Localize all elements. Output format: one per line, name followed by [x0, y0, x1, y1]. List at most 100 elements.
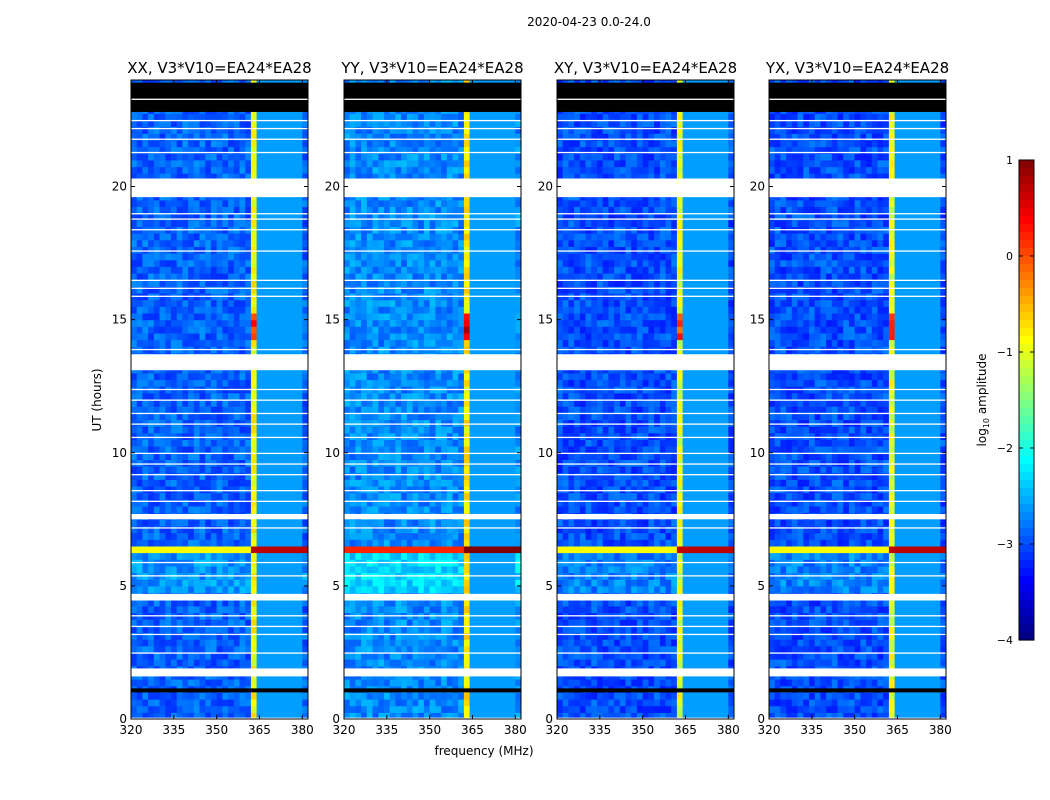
heatmap-cell [302, 279, 309, 287]
heatmap-cell [279, 219, 286, 227]
heatmap-cell [285, 153, 292, 161]
heatmap-cell [222, 246, 229, 254]
heatmap-cell [176, 625, 183, 633]
heatmap-cell [492, 472, 499, 480]
heatmap-cell [273, 659, 280, 667]
heatmap-cell [389, 326, 396, 334]
heatmap-cell [389, 419, 396, 427]
heatmap-cell [503, 625, 511, 633]
heatmap-cell [176, 579, 183, 587]
heatmap-cell [250, 166, 258, 174]
heatmap-cell [384, 439, 391, 447]
heatmap-cell [188, 552, 195, 560]
heatmap-cell [458, 579, 465, 587]
heatmap-cell [171, 166, 178, 174]
heatmap-cell [142, 253, 149, 261]
heatmap-cell [153, 645, 160, 653]
heatmap-cell [165, 519, 172, 527]
heatmap-cell [199, 406, 206, 414]
heatmap-cell [153, 545, 160, 554]
heatmap-cell [165, 506, 172, 514]
heatmap-cell [486, 313, 493, 321]
heatmap-cell [205, 605, 212, 613]
heatmap-cell [406, 619, 413, 627]
heatmap-cell [262, 326, 269, 334]
heatmap-cell [372, 679, 379, 687]
heatmap-cell [481, 319, 488, 327]
heatmap-cell [222, 392, 229, 400]
heatmap-cell [458, 452, 465, 460]
heatmap-cell [492, 539, 499, 547]
heatmap-cell [262, 539, 269, 547]
heatmap-cell [142, 379, 149, 387]
heatmap-cell [273, 153, 280, 161]
heatmap-cell [361, 645, 368, 653]
heatmap-cell [148, 139, 155, 148]
heatmap-cell [429, 492, 436, 500]
heatmap-cell [515, 605, 522, 613]
heatmap-cell [290, 526, 298, 534]
heatmap-cell [503, 645, 511, 653]
heatmap-cell [366, 466, 373, 474]
heatmap-cell [193, 466, 200, 474]
heatmap-cell [435, 313, 442, 321]
heatmap-cell [509, 439, 516, 447]
flagged-line [131, 490, 308, 492]
heatmap-cell [290, 199, 298, 207]
heatmap-cell [245, 313, 252, 321]
heatmap-cell [418, 432, 425, 440]
heatmap-cell [355, 339, 362, 347]
heatmap-cell [199, 213, 206, 221]
heatmap-cell [366, 426, 373, 434]
heatmap-cell [401, 486, 408, 494]
heatmap-cell [165, 339, 172, 347]
heatmap-cell [509, 406, 516, 414]
heatmap-cell [279, 259, 286, 267]
heatmap-cell [446, 492, 453, 500]
heatmap-cell [401, 406, 408, 414]
heatmap-cell [176, 552, 183, 560]
heatmap-cell [245, 419, 252, 427]
heatmap-cell [290, 206, 298, 214]
heatmap-cell [182, 213, 189, 221]
heatmap-cell [452, 399, 459, 407]
heatmap-cell [349, 452, 356, 460]
heatmap-cell [290, 159, 298, 168]
heatmap-cell [222, 306, 229, 314]
heatmap-cell [210, 153, 218, 161]
heatmap-cell [193, 233, 200, 241]
heatmap-cell [486, 439, 493, 447]
heatmap-cell [250, 466, 258, 474]
heatmap-cell [279, 406, 286, 414]
heatmap-cell [384, 526, 391, 534]
heatmap-cell [193, 279, 200, 287]
heatmap-cell [441, 532, 448, 540]
heatmap-cell [366, 326, 373, 334]
heatmap-cell [233, 446, 240, 454]
heatmap-cell [199, 113, 206, 121]
heatmap-cell [435, 692, 442, 700]
heatmap-cell [429, 459, 436, 467]
heatmap-cell [285, 259, 292, 267]
flagged-line [131, 348, 308, 351]
heatmap-cell [452, 299, 459, 307]
heatmap-cell [222, 632, 229, 640]
heatmap-cell [361, 639, 368, 647]
heatmap-cell [463, 639, 471, 647]
heatmap-cell [193, 146, 200, 154]
heatmap-cell [498, 619, 505, 627]
heatmap-cell [245, 506, 252, 514]
heatmap-cell [349, 446, 356, 454]
heatmap-cell [412, 306, 419, 314]
heatmap-cell [250, 412, 258, 420]
heatmap-cell [159, 326, 166, 334]
heatmap-cell [268, 579, 275, 587]
heatmap-cell [344, 439, 351, 447]
heatmap-cell [153, 712, 160, 720]
panel-title: YY, V3*V10=EA24*EA28 [340, 59, 523, 77]
heatmap-cell [463, 452, 471, 460]
heatmap-cell [503, 632, 511, 640]
heatmap-cell [395, 692, 402, 700]
heatmap-cell [296, 705, 303, 713]
heatmap-cell [199, 332, 206, 341]
